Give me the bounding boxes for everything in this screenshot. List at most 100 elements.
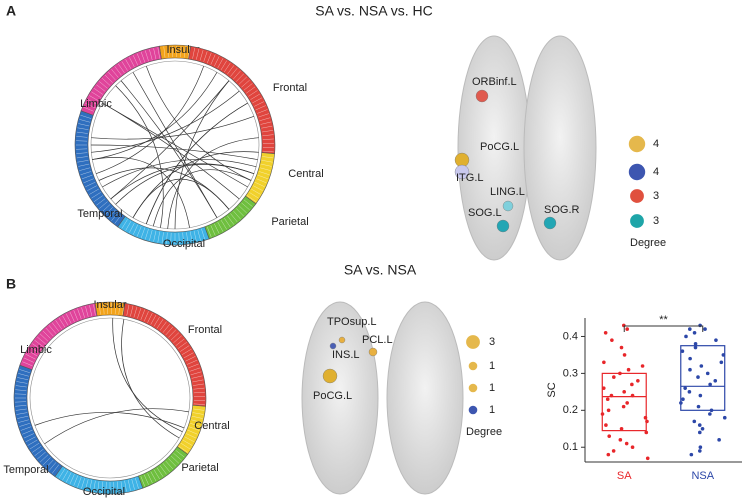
region-tick bbox=[190, 231, 193, 243]
region-tick bbox=[258, 171, 270, 176]
region-tick bbox=[261, 125, 273, 129]
point bbox=[619, 345, 624, 350]
region-tick bbox=[183, 46, 186, 58]
region-tick bbox=[55, 320, 63, 330]
region-tick bbox=[187, 429, 198, 435]
region-tick bbox=[186, 232, 189, 244]
point bbox=[645, 456, 650, 461]
point bbox=[630, 382, 634, 387]
point bbox=[698, 449, 702, 453]
region-tick bbox=[22, 429, 33, 435]
region-tick bbox=[149, 49, 153, 61]
point bbox=[713, 378, 718, 383]
region-label: Temporal bbox=[3, 464, 48, 476]
point bbox=[622, 353, 627, 357]
point bbox=[699, 364, 704, 368]
legend-title: Degree bbox=[630, 237, 666, 249]
region-tick bbox=[238, 76, 247, 85]
region-tick bbox=[89, 479, 93, 491]
region-tick bbox=[180, 46, 182, 58]
region-tick bbox=[210, 225, 216, 236]
region-tick bbox=[18, 419, 29, 423]
x-tick-label: SA bbox=[617, 470, 632, 482]
region-tick bbox=[192, 412, 204, 415]
region-tick bbox=[93, 304, 96, 316]
region-tick bbox=[42, 457, 51, 466]
region-tick bbox=[168, 329, 177, 338]
region-tick bbox=[39, 333, 49, 342]
region-tick bbox=[235, 73, 244, 82]
region-label: Limbic bbox=[80, 98, 112, 110]
region-tick bbox=[118, 63, 125, 74]
region-tick bbox=[85, 102, 96, 109]
point bbox=[717, 438, 721, 442]
region-tick bbox=[15, 408, 27, 411]
region-tick bbox=[96, 198, 106, 206]
panel-label: A bbox=[6, 3, 16, 19]
brain-node bbox=[475, 89, 489, 103]
legend-label: 1 bbox=[489, 382, 495, 394]
region-tick bbox=[78, 123, 90, 127]
region-tick bbox=[261, 160, 273, 163]
chord bbox=[167, 137, 259, 229]
point bbox=[606, 408, 611, 413]
region-tick bbox=[157, 231, 160, 243]
significance: ** bbox=[659, 314, 668, 326]
region-tick bbox=[157, 47, 160, 59]
region-tick bbox=[252, 97, 263, 104]
region-tick bbox=[192, 379, 204, 383]
region-tick bbox=[19, 423, 30, 427]
chord bbox=[91, 90, 240, 153]
region-tick bbox=[69, 311, 75, 322]
region-tick bbox=[62, 470, 69, 481]
region-tick bbox=[32, 343, 42, 351]
region-tick bbox=[220, 219, 227, 230]
region-tick bbox=[83, 178, 94, 184]
node-label: PCL.L bbox=[362, 334, 393, 346]
region-tick bbox=[62, 315, 69, 326]
region-tick bbox=[27, 439, 38, 446]
region-tick bbox=[58, 317, 66, 328]
region-tick bbox=[114, 303, 117, 315]
region-tick bbox=[156, 319, 164, 329]
region-tick bbox=[76, 136, 88, 138]
region-label: Limbic bbox=[20, 344, 52, 356]
region-tick bbox=[147, 473, 153, 484]
region-tick bbox=[48, 325, 57, 334]
brain-node bbox=[329, 342, 337, 350]
region-tick bbox=[23, 357, 34, 363]
region-tick bbox=[184, 436, 195, 443]
region-tick bbox=[210, 54, 216, 65]
region-tick bbox=[65, 472, 72, 483]
point bbox=[698, 393, 703, 398]
region-tick bbox=[99, 81, 108, 89]
region-tick bbox=[220, 60, 227, 71]
region-tick bbox=[260, 121, 272, 125]
region-tick bbox=[193, 403, 205, 405]
region-tick bbox=[207, 52, 212, 64]
region-tick bbox=[178, 445, 188, 453]
region-label: Central bbox=[288, 168, 323, 180]
region-tick bbox=[77, 308, 82, 320]
region-tick bbox=[168, 458, 177, 467]
region-tick bbox=[80, 171, 92, 176]
region-tick bbox=[173, 335, 182, 344]
region-label: Insular bbox=[93, 299, 126, 311]
region-tick bbox=[260, 163, 272, 167]
region-tick bbox=[189, 367, 201, 372]
region-tick bbox=[153, 316, 160, 327]
region-arc bbox=[138, 446, 189, 489]
region-tick bbox=[29, 346, 40, 354]
region-tick bbox=[188, 426, 200, 431]
point bbox=[640, 364, 645, 368]
point bbox=[708, 382, 712, 387]
y-tick-label: 0.1 bbox=[563, 441, 578, 453]
legend-label: 1 bbox=[489, 360, 495, 372]
region-tick bbox=[259, 117, 271, 121]
region-tick bbox=[76, 152, 88, 154]
region-tick bbox=[126, 304, 130, 316]
y-tick-label: 0.4 bbox=[563, 330, 578, 342]
region-tick bbox=[101, 481, 103, 493]
point bbox=[719, 360, 724, 365]
chord bbox=[132, 151, 259, 218]
